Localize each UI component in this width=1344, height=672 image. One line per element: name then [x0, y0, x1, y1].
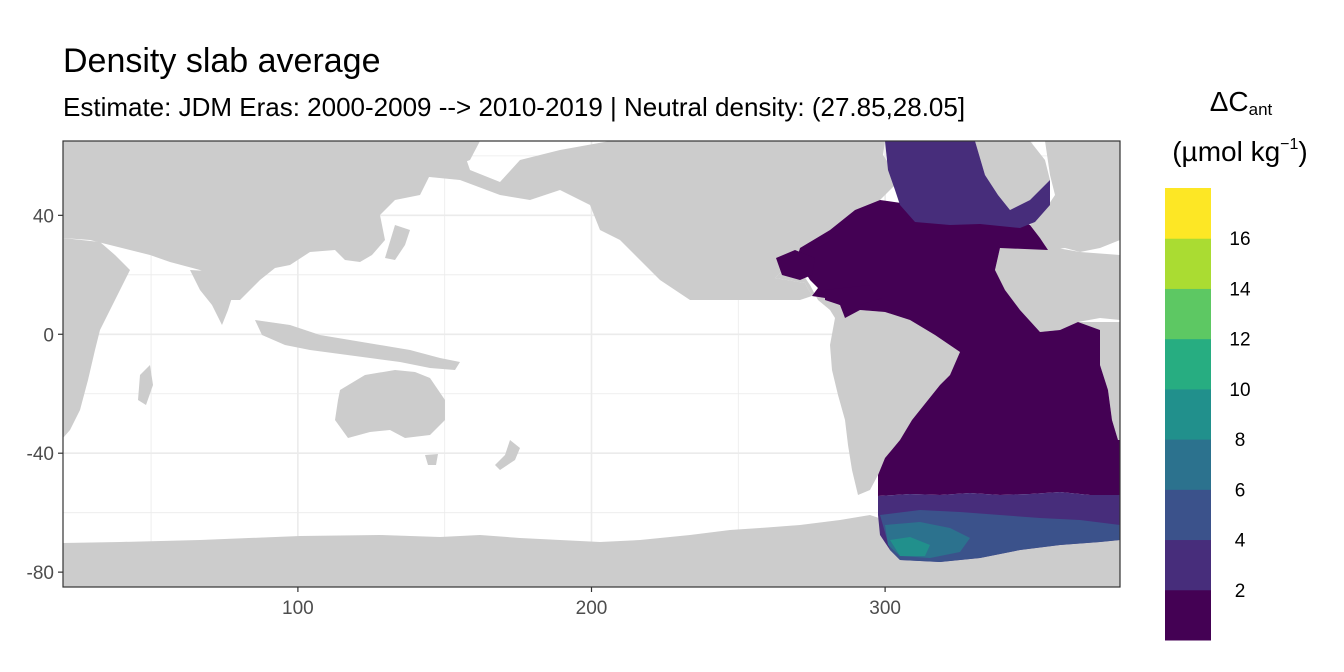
- land-greenland: [975, 141, 1050, 210]
- land-india: [190, 270, 235, 325]
- legend-title-main: ΔC: [1209, 86, 1249, 117]
- chart-title: Density slab average: [63, 42, 381, 80]
- legend-bin-16-18: [1165, 188, 1211, 239]
- legend-bin-10-12: [1165, 338, 1211, 390]
- legend-tick-label: 14: [1229, 279, 1251, 300]
- legend-bin-6-8: [1165, 439, 1211, 490]
- legend-bin-0-2: [1165, 589, 1211, 641]
- x-axis: 100 200 300: [282, 587, 901, 619]
- land-tasmania: [425, 454, 438, 465]
- legend-title: ΔCant: [1166, 86, 1316, 120]
- legend-unit-exponent: −1: [1280, 136, 1299, 153]
- y-axis: 40 0 -40 -80: [27, 206, 63, 584]
- land-antarctica: [63, 515, 1120, 587]
- x-tick-label: 300: [869, 598, 901, 619]
- legend-tick-label: 16: [1229, 229, 1250, 250]
- legend-tick-label: 2: [1235, 581, 1246, 602]
- land-new-zealand: [495, 440, 520, 470]
- y-tick-label: 40: [33, 206, 54, 227]
- legend-tick-label: 10: [1229, 380, 1250, 401]
- legend-tick-label: 6: [1235, 480, 1246, 501]
- land-africa-south: [1078, 322, 1120, 440]
- legend-unit-suffix: ): [1298, 136, 1308, 167]
- chart-subtitle: Estimate: JDM Eras: 2000-2009 --> 2010-2…: [63, 92, 966, 122]
- legend-bin-4-6: [1165, 489, 1211, 541]
- cells-north-atlantic-subpolar: [885, 141, 1050, 228]
- map-panel: [63, 141, 1120, 587]
- cells-atlantic-main: [795, 200, 1120, 496]
- y-tick-label: -80: [27, 563, 54, 584]
- legend-title-sub: ant: [1248, 100, 1273, 119]
- cells-gulf-of-mexico: [776, 250, 815, 280]
- data-cells: [776, 141, 1120, 562]
- legend-colorbar: 2 4 6 8 10 12 14 16: [1165, 188, 1251, 641]
- legend-tick-label: 12: [1229, 330, 1250, 351]
- land-africa-east: [63, 238, 130, 438]
- cells-caribbean: [825, 285, 882, 305]
- land-north-america-west: [63, 141, 900, 300]
- legend-bin-14-16: [1165, 238, 1211, 289]
- land-africa-west: [995, 245, 1120, 332]
- legend-tick-label: 8: [1235, 430, 1246, 451]
- land-japan: [385, 225, 410, 260]
- land-australia: [335, 370, 445, 438]
- legend-unit-prefix: (µmol kg: [1172, 136, 1281, 167]
- x-tick-label: 200: [576, 598, 608, 619]
- legend-bin-12-14: [1165, 288, 1211, 340]
- legend-bin-8-10: [1165, 388, 1211, 440]
- cells-weddell-peak: [890, 537, 930, 556]
- legend-unit: (µmol kg−1): [1162, 136, 1318, 168]
- land-asia: [63, 141, 480, 300]
- legend-tick-label: 4: [1235, 531, 1246, 552]
- x-tick-label: 100: [282, 598, 314, 619]
- y-tick-label: 0: [43, 325, 54, 346]
- land-south-america: [830, 310, 960, 495]
- land-madagascar: [138, 365, 153, 405]
- land-europe: [1030, 141, 1120, 252]
- y-tick-label: -40: [27, 444, 54, 465]
- legend-bin-2-4: [1165, 539, 1211, 591]
- land-indonesia: [255, 320, 460, 370]
